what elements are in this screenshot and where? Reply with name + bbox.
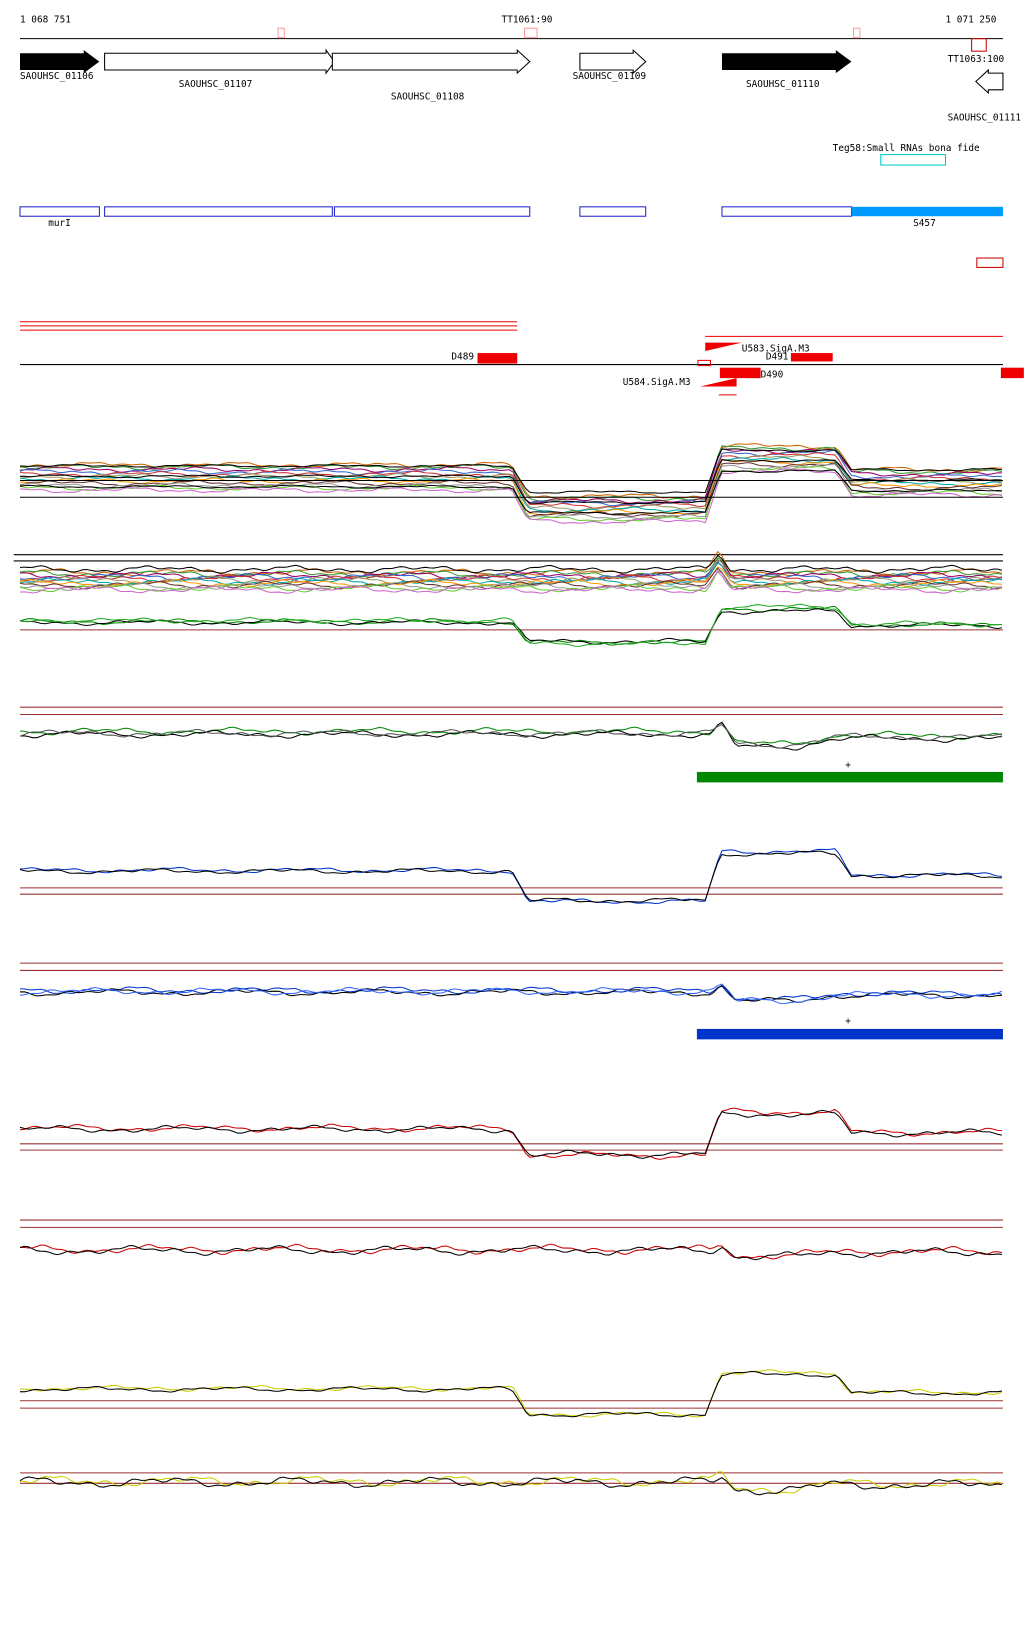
condition-bar — [696, 1028, 1003, 1040]
operon-box — [721, 206, 853, 217]
operon-label: S457 — [913, 218, 936, 229]
trace — [19, 608, 1003, 645]
operon-box — [19, 206, 100, 217]
operon-box — [579, 206, 647, 217]
trace — [19, 457, 1003, 514]
trace — [19, 445, 1003, 502]
feature-box — [1000, 367, 1024, 379]
operon-box — [851, 206, 1003, 217]
trace — [19, 462, 1002, 518]
trace — [19, 469, 1002, 515]
trace — [19, 561, 1003, 582]
plus-mark: + — [845, 1016, 851, 1027]
gene-label: SAOUHSC_01110 — [746, 79, 820, 90]
terminator-label: TT1063:100 — [948, 54, 1005, 65]
trace — [19, 571, 1002, 592]
trace — [19, 1369, 1003, 1418]
trace — [19, 983, 1003, 1005]
trace — [19, 443, 1002, 499]
ruler-end: 1 071 250 — [946, 14, 997, 25]
trace — [19, 550, 1003, 577]
feature-box — [697, 359, 711, 367]
gene-label: SAOUHSC_01108 — [391, 92, 465, 103]
feature-label: D489 — [451, 352, 474, 363]
feature-box — [477, 353, 518, 364]
trace — [19, 567, 1003, 590]
srna-box — [880, 154, 947, 166]
promoter — [705, 342, 742, 351]
trace — [19, 603, 1002, 647]
gene-arrow — [104, 48, 336, 75]
trace — [19, 1471, 1003, 1494]
trace — [19, 1107, 1002, 1160]
expression-traces — [13, 443, 1003, 1496]
feature-label: U583.SigA.M3 — [742, 343, 810, 354]
trace — [19, 468, 1003, 524]
gene-arrow — [20, 50, 100, 74]
gene-label: SAOUHSC_01109 — [573, 71, 647, 82]
trace — [19, 985, 1003, 1001]
gene-label: SAOUHSC_01111 — [948, 113, 1022, 124]
feature-label: D490 — [761, 370, 784, 381]
trace — [19, 721, 1002, 751]
condition-bar — [696, 771, 1003, 783]
trace — [19, 561, 1002, 583]
feature-box — [790, 353, 833, 362]
trace — [19, 1371, 1002, 1418]
trace — [19, 569, 1002, 594]
trace — [19, 1109, 1003, 1159]
trace — [19, 848, 1002, 904]
trace — [19, 1243, 1003, 1260]
feature-label: D491 — [766, 352, 789, 363]
gene-label: SAOUHSC_01106 — [20, 71, 94, 82]
terminator — [524, 27, 538, 39]
ruler-start: 1 068 751 — [20, 14, 71, 25]
feature-box — [719, 367, 761, 379]
terminator-label: TT1061:90 — [502, 14, 553, 25]
trace — [19, 570, 1003, 593]
trace — [19, 554, 1003, 574]
trace — [19, 724, 1002, 749]
trace — [19, 459, 1002, 505]
gene-arrow — [331, 48, 531, 75]
operon-box — [104, 206, 333, 217]
feature-label: U584.SigA.M3 — [623, 377, 691, 388]
trace — [19, 452, 1003, 509]
operon-label: murI — [48, 218, 71, 229]
plus-mark: + — [845, 760, 851, 771]
feature-box — [976, 257, 1004, 268]
promoter — [700, 378, 737, 387]
trace — [19, 721, 1003, 745]
trace — [19, 454, 1002, 512]
terminator — [853, 27, 861, 39]
terminator — [971, 38, 987, 52]
trace — [19, 448, 1002, 494]
operon-box — [333, 206, 531, 217]
gene-arrow — [975, 68, 1004, 95]
trace — [19, 1476, 1003, 1496]
trace — [19, 605, 1002, 646]
trace — [19, 1244, 1002, 1261]
srna-label: Teg58:Small RNAs bona fide — [833, 143, 980, 154]
gene-arrow — [579, 48, 647, 75]
trace — [19, 850, 1002, 903]
terminator — [277, 27, 285, 39]
gene-label: SAOUHSC_01107 — [179, 79, 253, 90]
gene-arrow — [721, 50, 852, 74]
